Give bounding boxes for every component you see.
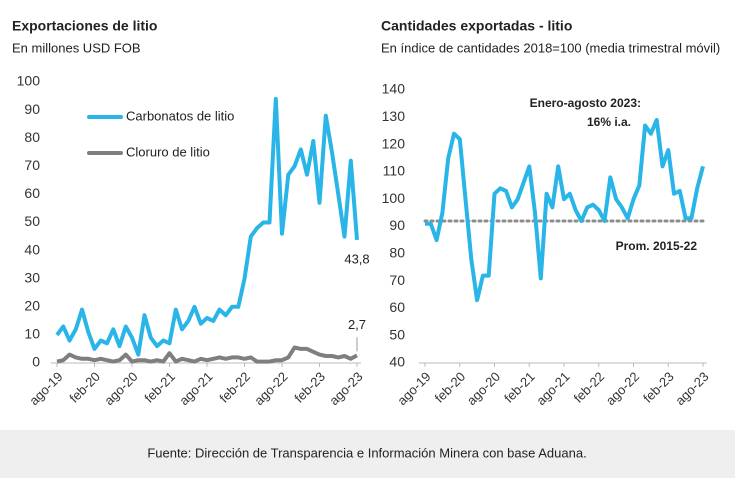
y-tick-label: 130 [382,108,406,124]
x-tick-label: ago-23 [326,369,365,408]
x-tick-label: feb-20 [432,369,469,406]
y-tick-label: 50 [389,326,405,342]
y-tick-label: 70 [389,272,405,288]
y-tick-label: 40 [24,241,40,257]
x-tick-label: feb-20 [66,369,103,406]
y-tick-label: 120 [382,135,406,151]
y-tick-label: 10 [24,326,40,342]
chart-subtitle: En índice de cantidades 2018=100 (media … [381,40,720,55]
y-tick-label: 90 [389,217,405,233]
x-tick-label: feb-21 [501,369,538,406]
chart-title: Cantidades exportadas - litio [381,18,572,34]
legend-label: Cloruro de litio [126,144,210,159]
y-tick-label: 40 [389,354,405,370]
y-tick-label: 110 [383,163,406,179]
x-tick-label: ago-19 [394,369,433,408]
y-tick-label: 70 [24,157,40,173]
y-tick-label: 80 [24,129,40,145]
x-tick-label: ago-21 [176,369,215,408]
data-label: 2,7 [348,317,366,332]
x-tick-label: ago-20 [464,369,503,408]
data-label: 43,8 [344,251,369,266]
x-tick-label: feb-23 [640,369,677,406]
chart-title: Exportaciones de litio [12,18,157,34]
x-tick-label: ago-22 [251,369,290,408]
annotation: 16% i.a. [587,115,631,129]
x-tick-label: ago-22 [603,369,642,408]
y-tick-label: 0 [32,354,40,370]
annotation: Enero-agosto 2023: [530,96,641,110]
y-tick-label: 100 [382,190,406,206]
x-tick-label: feb-23 [291,369,328,406]
series-line [55,96,359,357]
y-tick-label: 80 [389,245,405,261]
footer-band [0,430,735,478]
x-tick-label: feb-21 [141,369,178,406]
y-tick-label: 60 [389,299,405,315]
x-tick-label: ago-20 [101,369,140,408]
series-line [425,118,705,303]
series-line [56,345,358,364]
chart-subtitle: En millones USD FOB [12,40,141,55]
reference-label: Prom. 2015-22 [616,239,698,253]
x-tick-label: ago-21 [533,369,572,408]
x-tick-label: feb-22 [216,369,253,406]
legend-label: Carbonatos de litio [126,108,234,123]
y-tick-label: 140 [382,81,406,97]
footer: Fuente: Dirección de Transparencia e Inf… [147,445,586,460]
y-tick-label: 50 [24,213,40,229]
y-tick-label: 20 [24,298,40,314]
x-tick-label: ago-19 [26,369,65,408]
y-tick-label: 30 [24,269,40,285]
x-tick-label: feb-22 [571,369,608,406]
y-tick-label: 100 [17,73,41,89]
x-tick-label: ago-23 [672,369,711,408]
y-tick-label: 90 [24,101,40,117]
y-tick-label: 60 [24,185,40,201]
